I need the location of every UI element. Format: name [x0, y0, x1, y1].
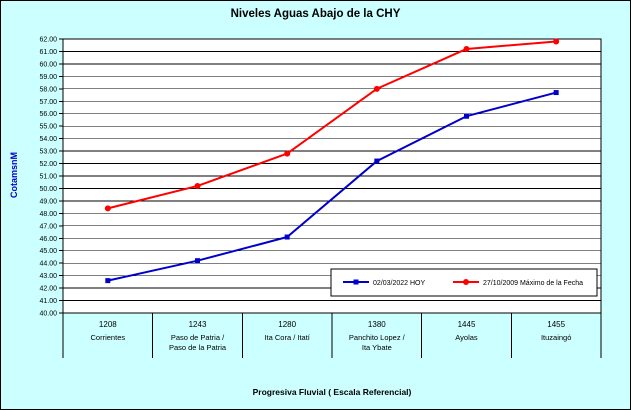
category-name-label: Corrientes: [91, 333, 126, 342]
category-km-label: 1455: [547, 320, 565, 329]
category-km-label: 1208: [99, 320, 117, 329]
y-tick-label: 61.00: [39, 49, 57, 56]
y-tick-label: 50.00: [39, 186, 57, 193]
category-name-label: Ayolas: [455, 333, 478, 342]
legend-label: 27/10/2009 Máximo de la Fecha: [483, 280, 583, 287]
data-point-marker: [553, 38, 560, 45]
y-tick-label: 57.00: [39, 99, 57, 106]
y-tick-label: 55.00: [39, 124, 57, 131]
y-tick-label: 53.00: [39, 149, 57, 156]
y-tick-label: 40.00: [39, 311, 57, 318]
chart-title: Niveles Aguas Abajo de la CHY: [230, 8, 401, 20]
y-axis-label: CotamsnM: [9, 152, 19, 199]
y-tick-label: 46.00: [39, 236, 57, 243]
category-km-label: 1280: [278, 320, 296, 329]
x-axis-label: Progresiva Fluvial ( Escala Referencial): [252, 387, 412, 397]
y-tick-label: 44.00: [39, 261, 57, 268]
y-tick-label: 58.00: [39, 86, 57, 93]
y-tick-label: 51.00: [39, 174, 57, 181]
category-name-label: Paso de la Patria: [169, 343, 227, 352]
y-tick-label: 41.00: [39, 298, 57, 305]
data-point-marker: [284, 150, 291, 157]
category-name-label: Ituzaingó: [541, 333, 571, 342]
data-point-marker: [553, 90, 559, 96]
y-tick-label: 54.00: [39, 136, 57, 143]
legend-label: 02/03/2022 HOY: [373, 280, 425, 287]
y-tick-label: 42.00: [39, 286, 57, 293]
y-tick-label: 45.00: [39, 248, 57, 255]
category-km-label: 1243: [189, 320, 207, 329]
data-point-marker: [104, 205, 111, 212]
y-tick-label: 52.00: [39, 161, 57, 168]
y-tick-label: 60.00: [39, 61, 57, 68]
y-tick-label: 48.00: [39, 211, 57, 218]
y-tick-label: 56.00: [39, 111, 57, 118]
category-name-label: Panchito Lopez /: [349, 333, 406, 342]
y-tick-label: 49.00: [39, 198, 57, 205]
legend-marker: [463, 279, 469, 285]
data-point-marker: [374, 158, 380, 164]
data-point-marker: [194, 182, 201, 189]
category-km-label: 1445: [458, 320, 476, 329]
category-name-label: Ita Cora / Itatí: [264, 333, 310, 342]
y-tick-label: 43.00: [39, 273, 57, 280]
legend-marker: [353, 279, 359, 285]
data-point-marker: [463, 45, 470, 52]
series-line-1: [107, 40, 557, 210]
data-point-marker: [284, 234, 290, 240]
category-km-label: 1380: [368, 320, 386, 329]
data-point-marker: [373, 85, 380, 92]
y-tick-label: 59.00: [39, 74, 57, 81]
category-name-label: Ita Ybate: [362, 343, 392, 352]
data-point-marker: [105, 278, 111, 284]
y-tick-label: 62.00: [39, 37, 57, 44]
series-line-0: [107, 91, 557, 282]
category-name-label: Paso de Patria /: [171, 333, 225, 342]
data-point-marker: [195, 258, 200, 264]
data-point-marker: [464, 113, 469, 119]
y-tick-label: 47.00: [39, 223, 57, 230]
